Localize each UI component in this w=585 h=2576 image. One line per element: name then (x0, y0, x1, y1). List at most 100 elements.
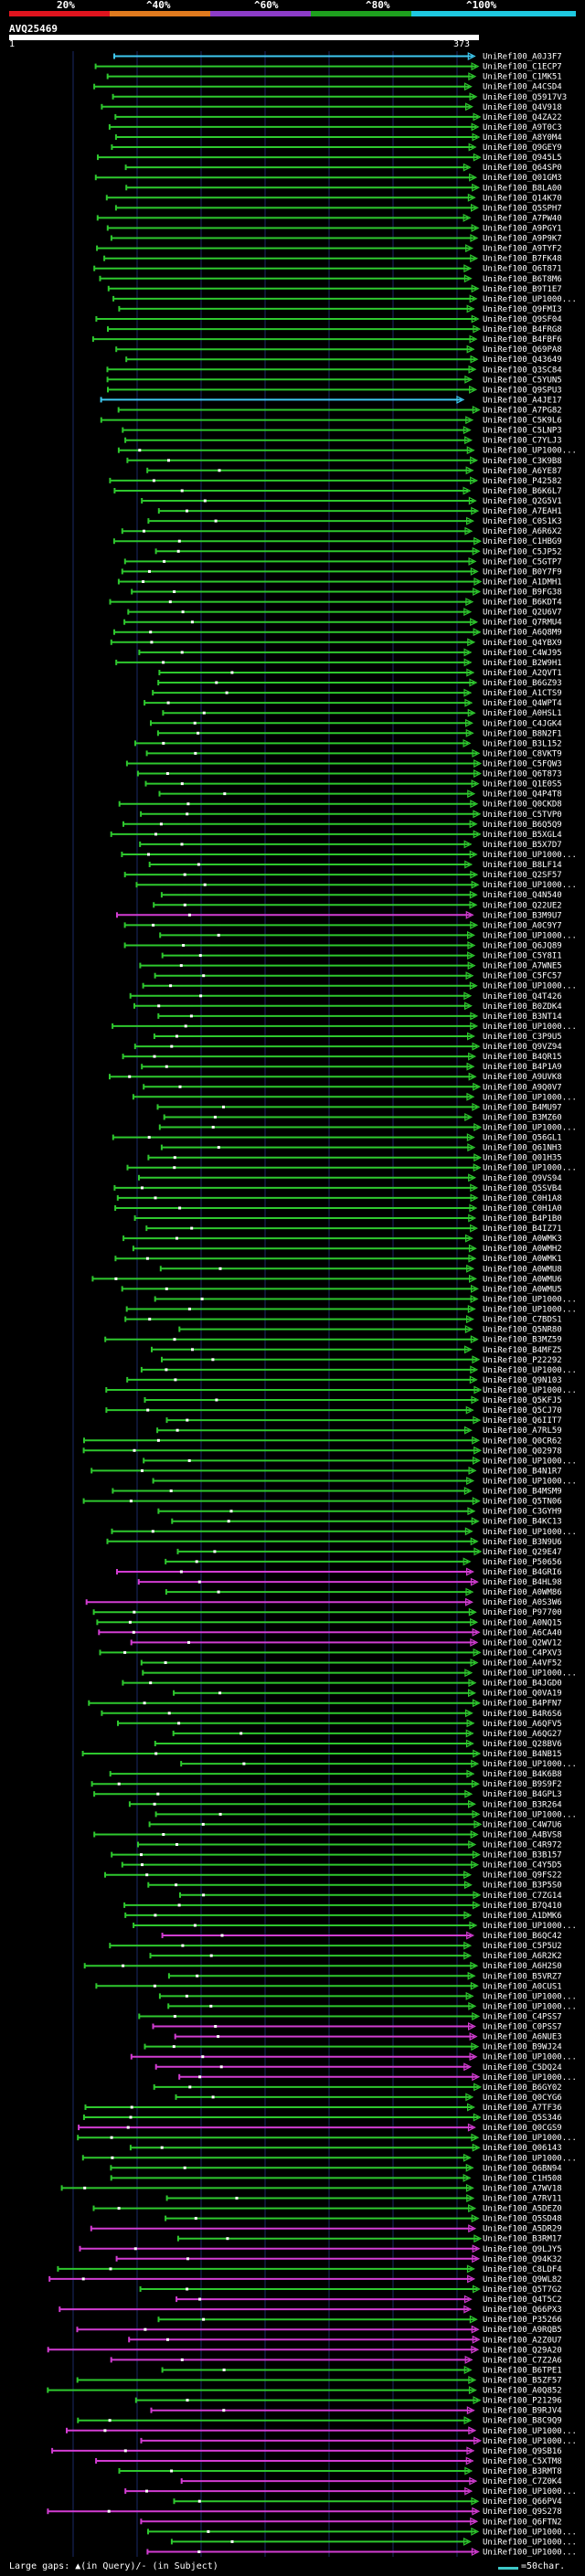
hit-row[interactable]: UniRef100_B6T8M6 (99, 274, 562, 284)
hit-row[interactable]: UniRef100_Q4P4T8 (158, 790, 562, 800)
hit-label[interactable]: UniRef100_A6R2K2 (483, 1952, 562, 1961)
hit-label[interactable]: UniRef100_Q4N540 (483, 891, 562, 900)
hit-label[interactable]: UniRef100_UP1000... (483, 2487, 577, 2496)
hit-label[interactable]: UniRef100_A0WMU5 (483, 1285, 562, 1294)
hit-row[interactable]: UniRef100_B4MSM9 (112, 1487, 562, 1497)
hit-row[interactable]: UniRef100_B4HL98 (137, 1577, 562, 1587)
hit-label[interactable]: UniRef100_Q5SVB4 (483, 1184, 562, 1193)
hit-label[interactable]: UniRef100_A7TF36 (483, 2104, 562, 2113)
hit-row[interactable]: UniRef100_UP1000... (143, 1456, 577, 1466)
hit-row[interactable]: UniRef100_UP1000... (81, 2153, 577, 2163)
hit-label[interactable]: UniRef100_Q2SF57 (483, 871, 562, 880)
hit-label[interactable]: UniRef100_A7WNE5 (483, 962, 562, 971)
hit-label[interactable]: UniRef100_A8Y0M4 (483, 133, 562, 143)
hit-label[interactable]: UniRef100_B4P1B0 (483, 1214, 562, 1224)
hit-label[interactable]: UniRef100_B4HL98 (483, 1578, 562, 1587)
hit-row[interactable]: UniRef100_Q0CKD8 (118, 800, 562, 810)
hit-row[interactable]: UniRef100_Q9LJY5 (79, 2244, 562, 2254)
hit-row[interactable]: UniRef100_Q4WPT4 (144, 698, 562, 708)
hit-row[interactable]: UniRef100_Q2G5V1 (141, 496, 562, 506)
hit-row[interactable]: UniRef100_C5P5U2 (109, 1941, 562, 1951)
hit-row[interactable]: UniRef100_B3MZ59 (104, 1335, 562, 1345)
hit-label[interactable]: UniRef100_A2QVT1 (483, 669, 562, 678)
hit-label[interactable]: UniRef100_B4IZ71 (483, 1224, 562, 1234)
hit-label[interactable]: UniRef100_P35266 (483, 2316, 562, 2325)
hit-row[interactable]: UniRef100_B9WJ24 (144, 2042, 562, 2052)
hit-row[interactable]: UniRef100_Q5SPH7 (114, 203, 562, 213)
hit-row[interactable]: UniRef100_Q56GL1 (112, 1133, 562, 1143)
hit-row[interactable]: UniRef100_Q5SVB4 (113, 1183, 562, 1193)
hit-label[interactable]: UniRef100_Q6BN94 (483, 2164, 562, 2173)
hit-label[interactable]: UniRef100_C7Z2A6 (483, 2356, 562, 2365)
hit-label[interactable]: UniRef100_UP1000... (483, 1296, 577, 1305)
hit-row[interactable]: UniRef100_P22292 (161, 1355, 562, 1365)
hit-label[interactable]: UniRef100_C3K9B8 (483, 457, 562, 466)
hit-label[interactable]: UniRef100_A7RV11 (483, 2195, 562, 2204)
hit-row[interactable]: UniRef100_UP1000... (112, 1022, 577, 1032)
hit-label[interactable]: UniRef100_A6QG27 (483, 1730, 562, 1739)
hit-row[interactable]: UniRef100_A0WMU6 (91, 1274, 562, 1284)
hit-row[interactable]: UniRef100_Q6T871 (93, 264, 562, 274)
hit-label[interactable]: UniRef100_B9S9F2 (483, 1780, 562, 1789)
hit-label[interactable]: UniRef100_B0Y7F9 (483, 567, 562, 577)
hit-row[interactable]: UniRef100_UP1000... (117, 446, 577, 456)
hit-label[interactable]: UniRef100_B6TPE1 (483, 2367, 562, 2376)
hit-label[interactable]: UniRef100_UP1000... (483, 982, 577, 991)
hit-label[interactable]: UniRef100_Q4T5C2 (483, 2295, 562, 2305)
hit-row[interactable]: UniRef100_A9T0C3 (108, 122, 562, 133)
hit-label[interactable]: UniRef100_A9P9K7 (483, 235, 562, 244)
hit-row[interactable]: UniRef100_C4PSS7 (138, 2012, 562, 2022)
hit-label[interactable]: UniRef100_A0J3F7 (483, 53, 562, 62)
hit-label[interactable]: UniRef100_Q66PV4 (483, 2497, 562, 2507)
hit-label[interactable]: UniRef100_C0PSS7 (483, 2023, 562, 2032)
hit-label[interactable]: UniRef100_B3B157 (483, 1851, 562, 1860)
hit-label[interactable]: UniRef100_Q9VS94 (483, 1174, 562, 1183)
hit-label[interactable]: UniRef100_B3NT14 (483, 1012, 562, 1022)
hit-label[interactable]: UniRef100_B2W9H1 (483, 659, 562, 668)
hit-row[interactable]: UniRef100_A0S3W6 (85, 1597, 562, 1607)
hit-row[interactable]: UniRef100_B4FRG8 (107, 324, 562, 334)
hit-label[interactable]: UniRef100_A7PW40 (483, 214, 562, 223)
hit-label[interactable]: UniRef100_UP1000... (483, 1386, 577, 1395)
hit-row[interactable]: UniRef100_A0C9Y7 (123, 920, 562, 930)
hit-label[interactable]: UniRef100_Q9N103 (483, 1376, 562, 1385)
hit-label[interactable]: UniRef100_Q69PA8 (483, 345, 562, 355)
hit-row[interactable]: UniRef100_UP1000... (132, 1092, 577, 1102)
hit-row[interactable]: UniRef100_A1DMH1 (117, 578, 562, 588)
hit-row[interactable]: UniRef100_Q22UE2 (153, 900, 562, 910)
hit-label[interactable]: UniRef100_UP1000... (483, 447, 577, 456)
hit-label[interactable]: UniRef100_C5LNP3 (483, 427, 562, 436)
hit-label[interactable]: UniRef100_A9RQB5 (483, 2326, 562, 2335)
hit-label[interactable]: UniRef100_C7YLJ3 (483, 437, 562, 446)
hit-label[interactable]: UniRef100_B5ZF57 (483, 2377, 562, 2386)
hit-row[interactable]: UniRef100_C0S1K3 (147, 516, 562, 526)
hit-row[interactable]: UniRef100_Q9VZ94 (133, 1042, 562, 1052)
hit-row[interactable]: UniRef100_B3RMT8 (118, 2466, 562, 2476)
hit-row[interactable]: UniRef100_B9S9F2 (90, 1779, 562, 1789)
hit-row[interactable]: UniRef100_B4MU97 (156, 1102, 562, 1112)
hit-label[interactable]: UniRef100_Q2U6V7 (483, 609, 562, 618)
hit-label[interactable]: UniRef100_B6Q5Q9 (483, 821, 562, 830)
hit-label[interactable]: UniRef100_B6T8M6 (483, 275, 562, 284)
hit-row[interactable]: UniRef100_B5X7D7 (139, 840, 562, 850)
hit-row[interactable]: UniRef100_A0WMU8 (159, 1264, 562, 1274)
hit-row[interactable]: UniRef100_B4R6S6 (101, 1709, 562, 1719)
hit-row[interactable]: UniRef100_B8LA00 (125, 183, 562, 193)
hit-row[interactable]: UniRef100_A0Q852 (47, 2386, 562, 2396)
hit-label[interactable]: UniRef100_B5XGL4 (483, 831, 562, 840)
hit-label[interactable]: UniRef100_Q5SPH7 (483, 204, 562, 213)
hit-label[interactable]: UniRef100_C1MK51 (483, 73, 562, 82)
hit-label[interactable]: UniRef100_C4Y5D5 (483, 1861, 562, 1871)
hit-row[interactable]: UniRef100_Q4T426 (129, 991, 562, 1002)
hit-label[interactable]: UniRef100_Q4WPT4 (483, 699, 562, 708)
hit-row[interactable]: UniRef100_Q5SD48 (165, 2214, 562, 2224)
hit-label[interactable]: UniRef100_Q9SF04 (483, 315, 562, 324)
hit-label[interactable]: UniRef100_B3P5S0 (483, 1882, 562, 1891)
hit-label[interactable]: UniRef100_B4R6S6 (483, 1710, 562, 1719)
hit-label[interactable]: UniRef100_C3P9U5 (483, 1033, 562, 1042)
hit-label[interactable]: UniRef100_B4MSM9 (483, 1488, 562, 1497)
hit-label[interactable]: UniRef100_UP1000... (483, 1164, 577, 1173)
hit-row[interactable]: UniRef100_B4P1A9 (141, 1062, 562, 1072)
hit-row[interactable]: UniRef100_C5Y8I1 (161, 951, 562, 961)
hit-row[interactable]: UniRef100_A0NQ15 (96, 1617, 562, 1627)
